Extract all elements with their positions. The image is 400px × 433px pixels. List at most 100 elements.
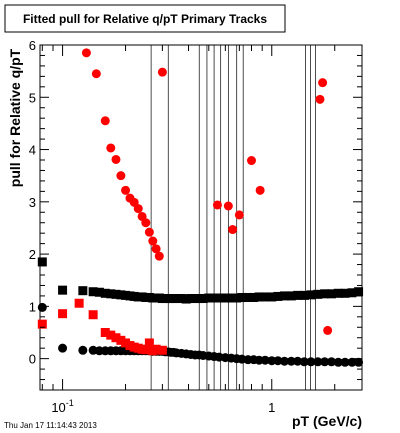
data-point-circle xyxy=(223,201,233,211)
data-point-square xyxy=(100,288,110,298)
data-point-square xyxy=(286,291,296,301)
data-point-square xyxy=(111,333,121,343)
data-point-circle xyxy=(299,357,309,367)
data-point-square xyxy=(106,289,116,299)
data-point-circle xyxy=(286,356,296,366)
data-point-square xyxy=(306,290,316,300)
timestamp: Thu Jan 17 11:14:43 2013 xyxy=(4,421,97,430)
y-tick-label: 1 xyxy=(29,299,36,314)
x-tick-label: 1 xyxy=(268,400,275,415)
data-point-square xyxy=(313,289,323,299)
data-point-circle xyxy=(133,204,143,214)
data-point-circle xyxy=(116,171,126,181)
data-point-square xyxy=(176,294,186,304)
data-point-square xyxy=(171,294,181,304)
data-point-square xyxy=(209,293,219,303)
data-point-circle xyxy=(318,78,328,88)
data-point-circle xyxy=(273,356,283,366)
data-point-circle xyxy=(58,343,68,353)
data-point-square xyxy=(111,289,121,299)
data-point-square xyxy=(88,310,98,320)
data-point-square xyxy=(260,292,270,302)
x-tick-label: 10-1 xyxy=(51,398,73,415)
data-point-square xyxy=(220,293,230,303)
data-point-square xyxy=(254,292,264,302)
data-point-circle xyxy=(81,48,91,58)
data-point-circle xyxy=(255,185,265,195)
data-point-square xyxy=(116,335,126,345)
data-point-square xyxy=(293,290,303,300)
data-point-square xyxy=(326,289,336,299)
data-point-square xyxy=(299,290,309,300)
data-point-square xyxy=(106,330,116,340)
data-point-square xyxy=(88,287,98,297)
data-point-circle xyxy=(154,251,164,261)
data-point-circle xyxy=(106,143,116,153)
data-point-square xyxy=(157,345,167,355)
data-point-circle xyxy=(148,236,158,246)
data-point-square xyxy=(58,309,68,319)
y-tick-label: 4 xyxy=(29,143,36,158)
y-tick-label: 2 xyxy=(29,247,36,262)
y-tick-label: 0 xyxy=(29,352,36,367)
y-tick-label: 5 xyxy=(29,90,36,105)
data-point-circle xyxy=(121,185,131,195)
data-point-circle xyxy=(157,67,167,77)
data-point-circle xyxy=(354,357,364,367)
data-point-circle xyxy=(151,244,161,254)
y-tick-label: 6 xyxy=(29,38,36,53)
vertical-lines xyxy=(150,45,316,390)
data-point-circle xyxy=(320,357,330,367)
data-point-circle xyxy=(326,357,336,367)
data-point-square xyxy=(151,344,161,354)
data-point-square xyxy=(116,290,126,300)
data-point-square xyxy=(226,293,236,303)
x-axis-label: pT (GeV/c) xyxy=(292,413,362,429)
data-point-square xyxy=(74,298,84,308)
data-point-circle xyxy=(234,210,244,220)
data-point-square xyxy=(198,294,208,304)
data-point-circle xyxy=(313,357,323,367)
data-point-square xyxy=(181,294,191,304)
data-point-square xyxy=(347,288,357,298)
data-point-circle xyxy=(212,200,222,210)
data-point-circle xyxy=(347,357,357,367)
data-point-square xyxy=(333,288,343,298)
data-point-square xyxy=(100,328,110,337)
data-point-square xyxy=(249,292,259,302)
data-point-square xyxy=(37,257,47,267)
data-point-circle xyxy=(340,357,350,367)
data-point-circle xyxy=(144,227,154,237)
data-point-square xyxy=(354,287,364,297)
data-point-square xyxy=(94,287,104,297)
data-point-circle xyxy=(293,356,303,366)
axis-ticks: 0 1 2 3 4 5 6 10-1 1 xyxy=(29,38,362,415)
data-point-circle xyxy=(306,357,316,367)
data-point-square xyxy=(37,319,47,329)
data-point-square xyxy=(144,338,154,348)
data-point-circle xyxy=(141,218,151,228)
data-point-circle xyxy=(260,355,270,365)
data-point-circle xyxy=(228,225,238,235)
data-point-square xyxy=(320,289,330,299)
data-point-square xyxy=(141,345,151,355)
data-point-square xyxy=(214,293,224,303)
data-point-circle xyxy=(279,356,289,366)
data-point-circle xyxy=(315,94,325,104)
data-point-circle xyxy=(91,69,101,79)
data-point-square xyxy=(237,292,247,302)
data-point-square xyxy=(232,293,242,303)
data-point-square xyxy=(243,292,253,302)
data-point-square xyxy=(58,285,68,295)
chart-title-box: Fitted pull for Relative q/pT Primary Tr… xyxy=(4,4,286,33)
data-points xyxy=(37,48,364,367)
data-point-circle xyxy=(323,325,333,335)
data-point-square xyxy=(273,291,283,301)
data-point-circle xyxy=(246,156,256,166)
y-tick-label: 3 xyxy=(29,195,36,210)
data-point-circle xyxy=(111,154,121,164)
data-point-circle xyxy=(37,302,47,312)
data-point-square xyxy=(279,291,289,301)
data-point-square xyxy=(204,293,214,303)
